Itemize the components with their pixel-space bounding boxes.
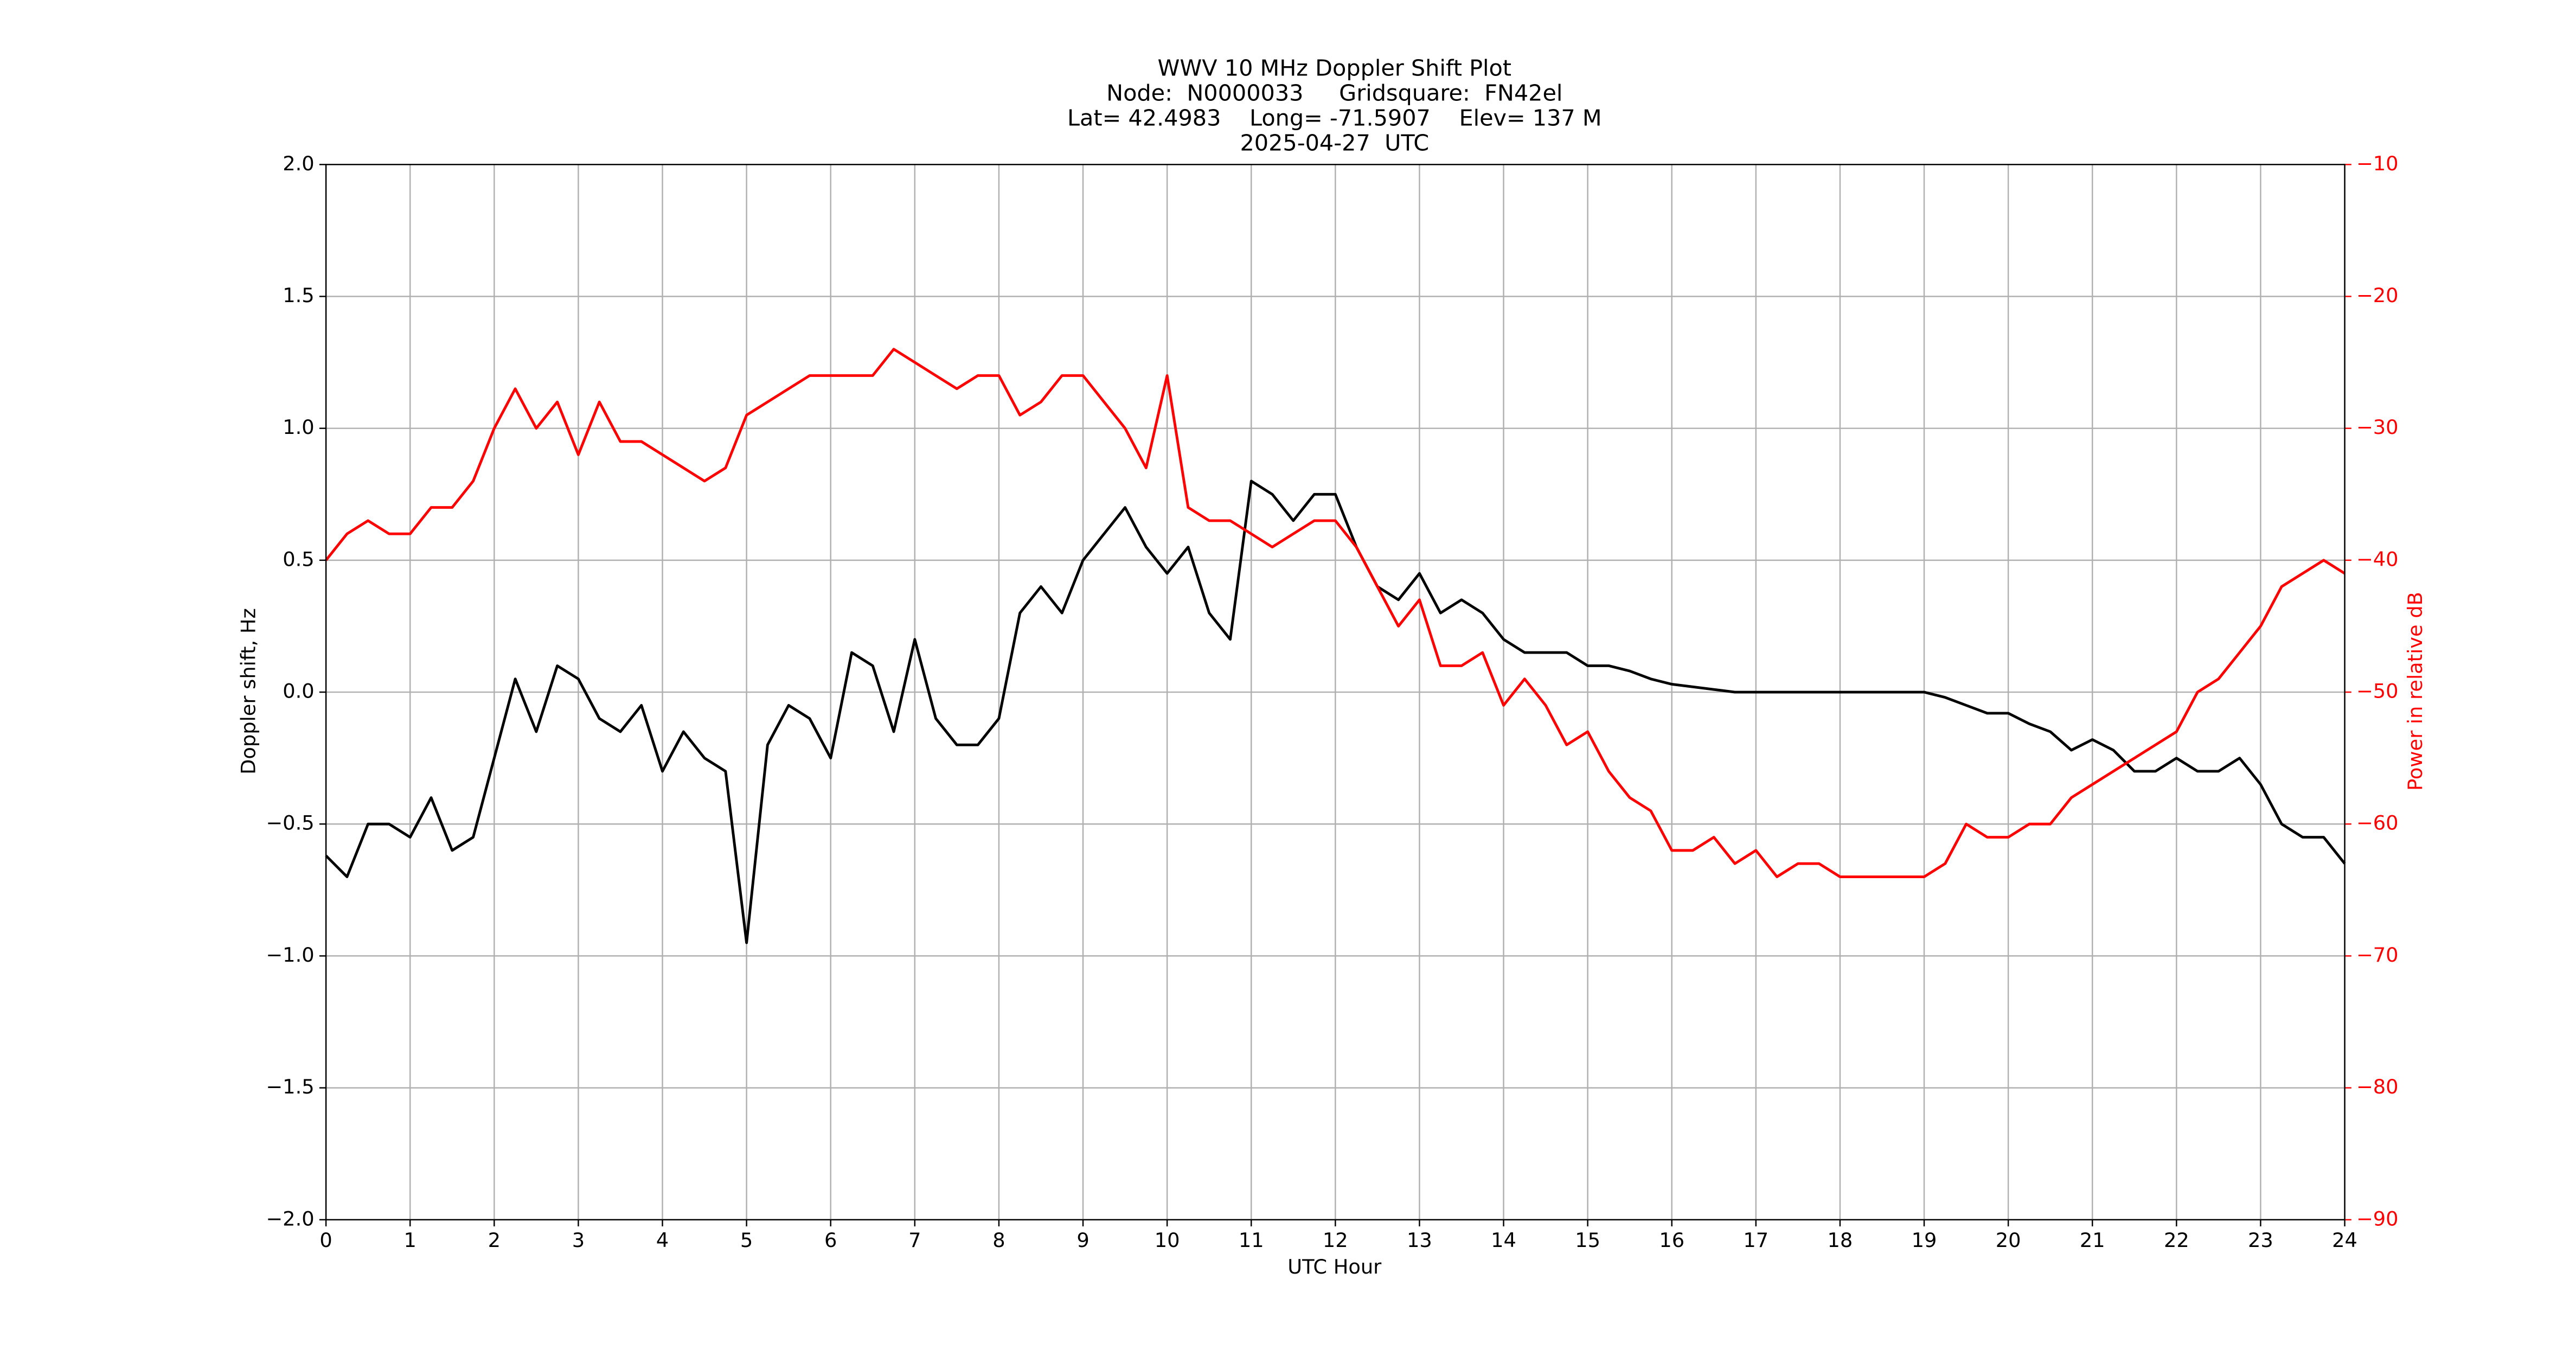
y-tick-label: 1.0 xyxy=(283,415,314,439)
x-tick-label: 16 xyxy=(1659,1229,1684,1252)
y2-tick-label: −80 xyxy=(2356,1075,2399,1098)
y-axis-label: Doppler shift, Hz xyxy=(237,608,260,775)
x-tick-label: 0 xyxy=(319,1229,332,1252)
x-tick-label: 24 xyxy=(2332,1229,2357,1252)
chart-title: Lat= 42.4983 Long= -71.5907 Elev= 137 M xyxy=(1067,105,1602,131)
x-tick-label: 5 xyxy=(740,1229,753,1252)
y-tick-label: 0.0 xyxy=(283,680,314,703)
y2-tick-label: −70 xyxy=(2356,943,2399,967)
y2-tick-label: −40 xyxy=(2356,547,2399,571)
x-tick-label: 14 xyxy=(1491,1229,1516,1252)
y-tick-label: −0.5 xyxy=(266,811,314,835)
y2-axis-label: Power in relative dB xyxy=(2404,592,2427,791)
x-tick-label: 2 xyxy=(488,1229,501,1252)
plot-frame xyxy=(325,164,2346,1220)
x-tick-label: 4 xyxy=(656,1229,669,1252)
y2-tick-label: −60 xyxy=(2356,811,2399,835)
y-tick-label: −2.0 xyxy=(266,1207,314,1230)
y-tick-label: 0.5 xyxy=(283,547,314,571)
x-tick-label: 13 xyxy=(1407,1229,1432,1252)
x-tick-label: 11 xyxy=(1239,1229,1264,1252)
x-tick-label: 7 xyxy=(908,1229,921,1252)
x-tick-label: 8 xyxy=(992,1229,1005,1252)
x-tick-label: 12 xyxy=(1323,1229,1348,1252)
x-tick-label: 17 xyxy=(1743,1229,1768,1252)
x-tick-label: 3 xyxy=(572,1229,585,1252)
x-tick-label: 18 xyxy=(1828,1229,1853,1252)
x-tick-label: 20 xyxy=(1996,1229,2021,1252)
x-tick-label: 6 xyxy=(824,1229,837,1252)
x-tick-label: 19 xyxy=(1912,1229,1937,1252)
x-tick-label: 1 xyxy=(404,1229,416,1252)
x-tick-label: 23 xyxy=(2248,1229,2273,1252)
y-tick-label: 1.5 xyxy=(283,284,314,307)
y2-tick-label: −50 xyxy=(2356,680,2399,703)
y-tick-label: 2.0 xyxy=(283,152,314,175)
y2-tick-label: −30 xyxy=(2356,415,2399,439)
y2-tick-label: −20 xyxy=(2356,284,2399,307)
data-line xyxy=(325,348,2346,878)
chart-title: WWV 10 MHz Doppler Shift Plot xyxy=(1158,55,1512,81)
x-tick-label: 15 xyxy=(1575,1229,1600,1252)
y-tick-label: −1.5 xyxy=(266,1075,314,1098)
data-line xyxy=(325,479,2346,944)
chart-title: 2025-04-27 UTC xyxy=(1240,130,1429,156)
x-axis-label: UTC Hour xyxy=(1287,1255,1382,1278)
x-tick-label: 9 xyxy=(1076,1229,1089,1252)
x-tick-label: 22 xyxy=(2164,1229,2189,1252)
y-tick-label: −1.0 xyxy=(266,943,314,967)
y2-tick-label: −10 xyxy=(2356,152,2399,175)
chart-title: Node: N0000033 Gridsquare: FN42el xyxy=(1106,80,1562,106)
y2-tick-label: −90 xyxy=(2356,1207,2399,1230)
x-tick-label: 21 xyxy=(2080,1229,2105,1252)
x-tick-label: 10 xyxy=(1155,1229,1180,1252)
